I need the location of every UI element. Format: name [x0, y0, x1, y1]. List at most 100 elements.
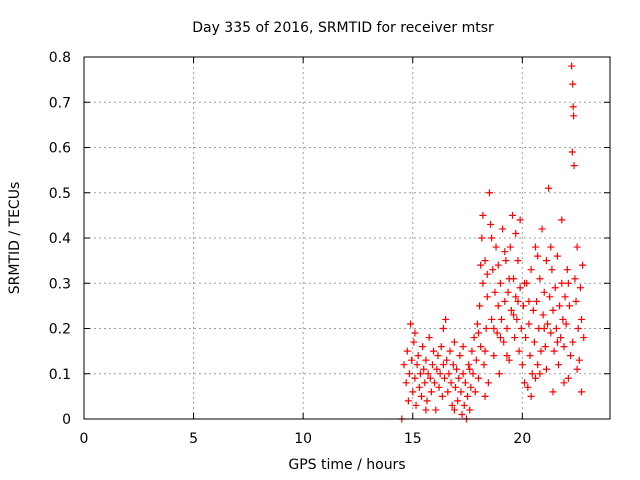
data-point — [568, 148, 576, 156]
data-point — [455, 374, 463, 382]
data-point — [552, 325, 560, 332]
data-point — [438, 392, 446, 400]
data-point — [526, 352, 534, 360]
data-point — [518, 361, 526, 369]
data-point — [418, 392, 426, 400]
data-point — [517, 325, 525, 332]
data-point — [522, 334, 530, 342]
data-point — [560, 379, 568, 387]
data-point — [480, 361, 488, 369]
data-point — [428, 361, 436, 369]
data-point — [558, 279, 566, 287]
data-point — [556, 302, 564, 310]
data-point — [477, 261, 485, 269]
data-point — [488, 234, 496, 242]
data-point — [540, 325, 548, 332]
data-point — [415, 383, 423, 391]
data-point — [490, 352, 498, 360]
x-tick-label: 10 — [294, 431, 312, 447]
data-point — [436, 370, 444, 378]
data-point — [519, 302, 527, 310]
data-point — [512, 229, 520, 237]
data-point — [580, 334, 588, 342]
data-point — [451, 383, 459, 391]
data-point — [402, 379, 410, 387]
data-point — [575, 356, 583, 364]
data-point — [529, 306, 537, 314]
x-tick-label: 0 — [80, 431, 89, 447]
data-point — [499, 225, 507, 233]
data-point — [506, 243, 514, 251]
data-point — [494, 261, 502, 269]
data-point — [445, 370, 453, 378]
data-point — [489, 266, 497, 274]
x-axis-label: GPS time / hours — [288, 457, 405, 473]
data-point — [549, 306, 557, 314]
data-point — [439, 325, 447, 332]
data-point — [472, 356, 480, 364]
y-tick-label: 0.6 — [49, 141, 71, 157]
data-point — [527, 392, 535, 400]
data-point — [569, 80, 577, 88]
x-axis-ticks: 0 5 10 15 20 — [80, 57, 531, 447]
data-point — [423, 397, 431, 405]
data-point — [460, 401, 468, 409]
data-point — [536, 370, 544, 378]
data-point — [446, 347, 454, 355]
data-point — [466, 365, 474, 373]
data-point — [534, 252, 542, 260]
data-point — [426, 374, 434, 382]
data-point — [553, 338, 561, 346]
data-point — [490, 325, 498, 332]
data-points — [398, 62, 588, 423]
grid-lines — [84, 57, 610, 419]
data-point — [560, 343, 568, 351]
data-point — [476, 302, 484, 310]
y-tick-label: 0.4 — [49, 231, 71, 247]
data-point — [449, 361, 457, 369]
data-point — [507, 306, 515, 314]
data-point — [464, 392, 472, 400]
data-point — [504, 288, 512, 296]
data-point — [459, 343, 467, 351]
chart-title: Day 335 of 2016, SRMTID for receiver mts… — [192, 20, 494, 36]
data-point — [508, 211, 516, 219]
data-point — [536, 275, 544, 283]
data-point — [514, 297, 522, 305]
data-point — [407, 320, 415, 328]
data-point — [569, 103, 577, 111]
data-point — [521, 279, 529, 287]
data-point — [539, 311, 547, 319]
data-point — [533, 297, 541, 305]
data-point — [572, 297, 580, 305]
data-point — [542, 257, 550, 265]
data-point — [468, 347, 476, 355]
data-point — [496, 334, 504, 342]
data-point — [549, 388, 557, 396]
data-point — [531, 374, 539, 382]
data-point — [485, 189, 493, 197]
data-point — [484, 379, 492, 387]
plot-frame — [83, 56, 611, 420]
data-point — [454, 397, 462, 405]
data-point — [413, 361, 421, 369]
y-tick-label: 0.8 — [49, 50, 71, 66]
data-point — [420, 365, 428, 373]
data-point — [569, 338, 577, 346]
data-point — [540, 288, 548, 296]
data-point — [447, 379, 455, 387]
data-point — [538, 225, 546, 233]
data-point — [557, 334, 565, 342]
data-point — [405, 370, 413, 378]
data-point — [551, 284, 559, 292]
data-point — [482, 325, 490, 332]
data-point — [578, 315, 586, 323]
data-point — [527, 266, 535, 274]
data-point — [530, 338, 538, 346]
y-tick-label: 0.3 — [49, 276, 71, 292]
data-point — [573, 365, 581, 373]
data-point — [437, 343, 445, 351]
data-point — [561, 293, 569, 301]
data-point — [501, 297, 509, 305]
data-point — [483, 293, 491, 301]
